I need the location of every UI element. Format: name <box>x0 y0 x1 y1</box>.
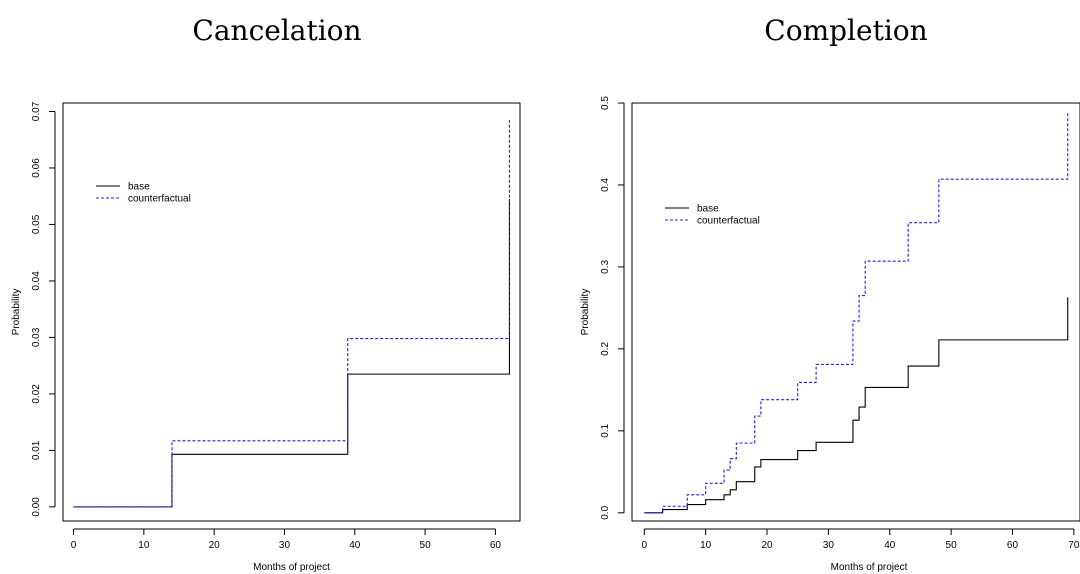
y-tick-label: 0.06 <box>31 158 42 178</box>
x-tick-label: 10 <box>138 540 150 551</box>
y-tick-label: 0.02 <box>31 384 42 404</box>
x-axis-title: Months of project <box>831 562 908 573</box>
legend-label: counterfactual <box>697 216 760 227</box>
x-tick-label: 60 <box>1007 540 1019 551</box>
x-axis-title: Months of project <box>253 562 330 573</box>
x-tick-label: 0 <box>71 540 77 551</box>
legend-label: counterfactual <box>128 194 191 205</box>
x-tick-label: 30 <box>279 540 291 551</box>
y-axis-title: Probability <box>11 289 22 336</box>
x-tick-label: 50 <box>946 540 958 551</box>
x-tick-label: 40 <box>884 540 896 551</box>
y-axis-title: Probability <box>580 289 591 336</box>
y-tick-label: 0.4 <box>600 178 611 192</box>
chart-title: Cancelation <box>192 14 361 47</box>
x-tick-label: 20 <box>761 540 773 551</box>
x-tick-label: 70 <box>1068 540 1080 551</box>
series-line-counterfactual <box>644 111 1069 514</box>
series-line-base <box>644 297 1069 514</box>
x-tick-label: 60 <box>490 540 502 551</box>
legend-label: base <box>128 182 150 193</box>
y-tick-label: 0.5 <box>600 96 611 110</box>
y-tick-label: 0.1 <box>600 423 611 437</box>
series-line-counterfactual <box>73 119 511 508</box>
y-tick-label: 0.00 <box>31 497 42 517</box>
series-line-base <box>73 199 511 508</box>
y-tick-label: 0.05 <box>31 214 42 234</box>
y-tick-label: 0.01 <box>31 440 42 460</box>
y-tick-label: 0.04 <box>31 271 42 291</box>
legend-label: base <box>697 204 719 215</box>
x-tick-label: 10 <box>700 540 712 551</box>
x-tick-label: 20 <box>209 540 221 551</box>
cancelation-panel: Cancelation 0 10 20 30 40 50 60 0.00 0.01 0.02 0.03… <box>11 14 521 573</box>
x-tick-label: 40 <box>349 540 361 551</box>
x-tick-label: 0 <box>641 540 647 551</box>
chart-title: Completion <box>764 14 927 47</box>
y-tick-label: 0.03 <box>31 327 42 347</box>
y-tick-label: 0.3 <box>600 260 611 274</box>
x-tick-label: 50 <box>420 540 432 551</box>
y-tick-label: 0.2 <box>600 341 611 355</box>
x-tick-label: 30 <box>823 540 835 551</box>
completion-panel: Completion 0 10 20 30 40 50 60 70 0.0 0.1 0.2 0.3 0.4… <box>580 14 1080 573</box>
plot-frame <box>62 102 521 522</box>
y-tick-label: 0.0 <box>600 505 611 519</box>
plot-frame <box>631 102 1080 522</box>
y-tick-label: 0.07 <box>31 101 42 121</box>
